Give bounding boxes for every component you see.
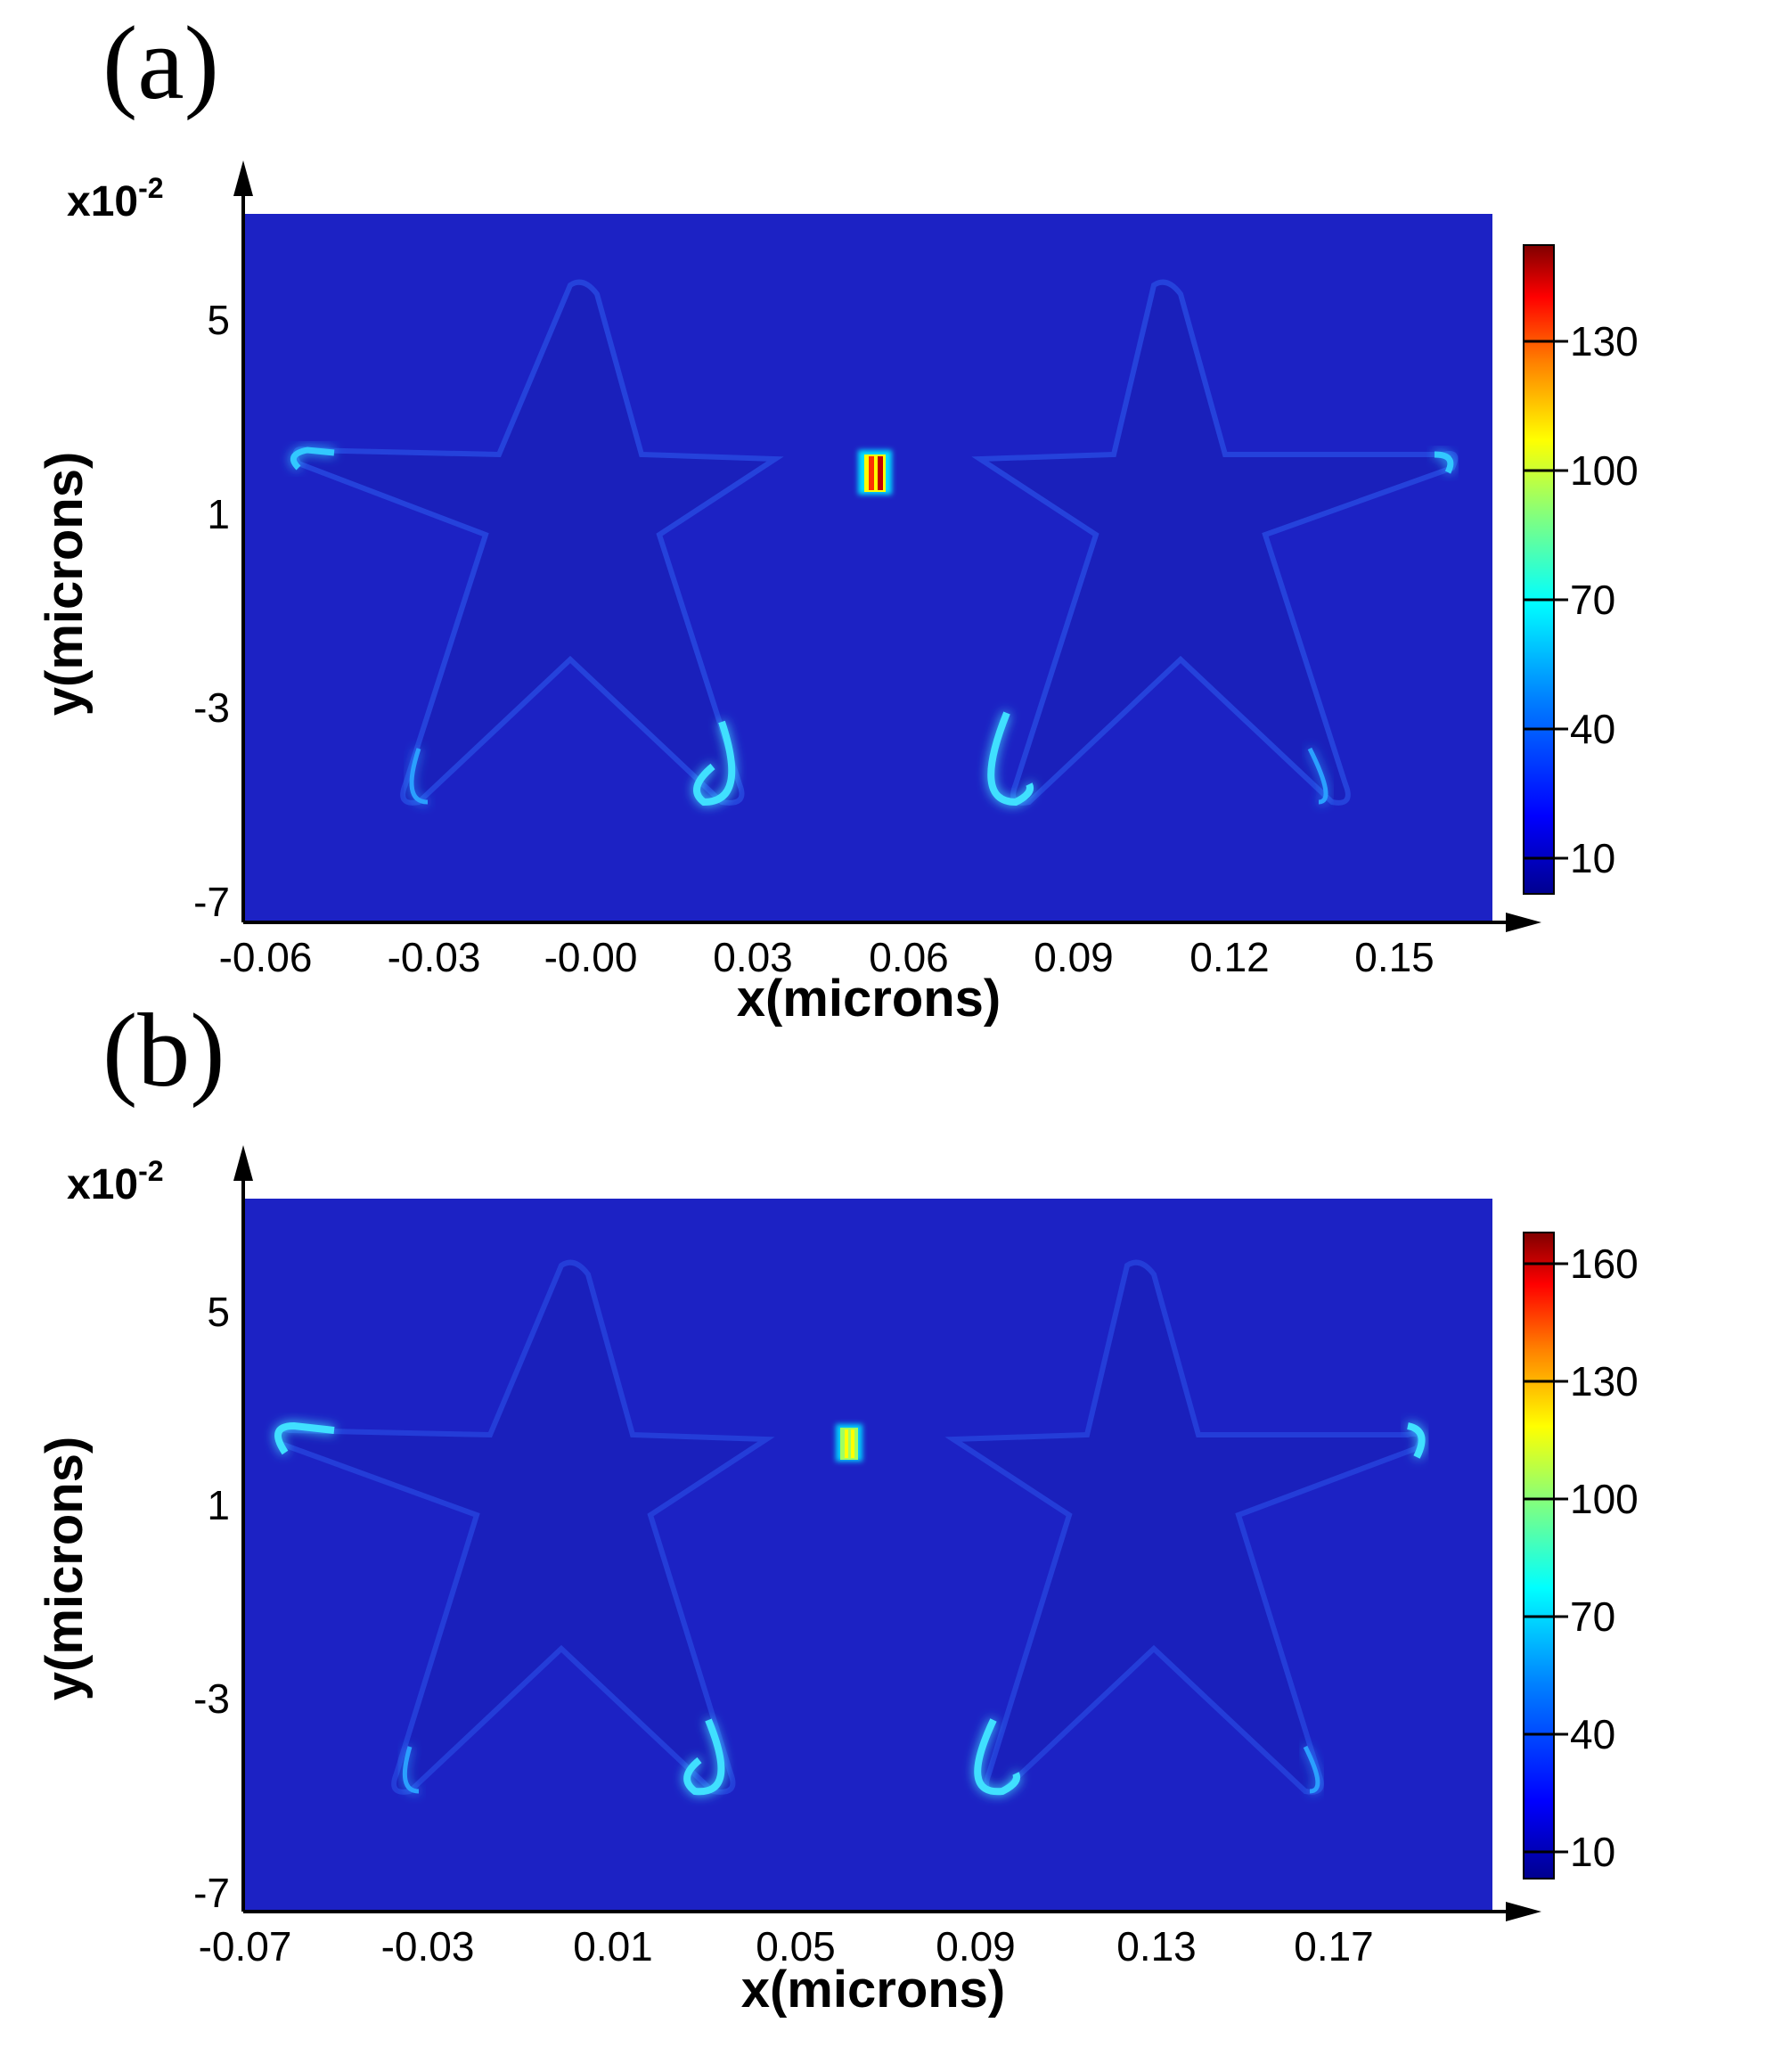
panel-a-label: (a) xyxy=(102,4,219,121)
panel-b-tip-left xyxy=(274,1421,335,1455)
panel-a-colorbar-tick-label: 70 xyxy=(1570,577,1615,623)
panel-a-x-tick-label: 0.06 xyxy=(869,934,949,980)
panel-b-y-tick-label: -3 xyxy=(193,1675,230,1722)
panel-a-colorbar-gradient xyxy=(1523,244,1555,895)
panel-b-hotspot-core-right xyxy=(851,1429,854,1458)
panel-b-field-background xyxy=(245,1199,1492,1910)
panel-a-tip-bottom-left xyxy=(409,748,429,805)
panel-a-y-tick-label: 5 xyxy=(207,297,230,343)
panel-b-x-tick-label: -0.07 xyxy=(199,1923,292,1970)
panel-a-x-tick-label: 0.15 xyxy=(1354,934,1435,980)
panel-a-colorbar: 130 100 70 40 10 xyxy=(1523,244,1639,895)
panel-b-colorbar-gradient xyxy=(1523,1232,1555,1880)
panel-b-hotspot-green xyxy=(840,1428,858,1460)
panel-a-y-ticks: 5 1 -3 -7 xyxy=(193,297,230,925)
panel-a-tip-left xyxy=(290,446,335,471)
panel-b-x-ticks: -0.07 -0.03 0.01 0.05 0.09 0.13 0.17 xyxy=(199,1923,1374,1970)
panel-a-tip-bottom-center-right xyxy=(987,711,1034,807)
panel-b-x-tick-label: 0.17 xyxy=(1294,1923,1374,1970)
panel-b-y-tick-label: 5 xyxy=(207,1289,230,1335)
panel-a-star-right xyxy=(971,279,1459,806)
panel-a-colorbar-tick-label: 40 xyxy=(1570,706,1615,752)
panel-b-x-tick-label: 0.01 xyxy=(573,1923,653,1970)
panel-b-colorbar-tick-label: 70 xyxy=(1570,1593,1615,1640)
panel-b-y-ticks: 5 1 -3 -7 xyxy=(193,1289,230,1916)
panel-a-x-tick-label: -0.06 xyxy=(219,934,313,980)
panel-b-y-axis-title: y(microns) xyxy=(36,1437,94,1701)
panel-b-colorbar-tick-label: 10 xyxy=(1570,1829,1615,1875)
panel-b-tip-right xyxy=(1406,1422,1426,1459)
panel-b-colorbar-tick-label: 100 xyxy=(1570,1476,1639,1522)
panel-b-x-tick-label: 0.05 xyxy=(756,1923,836,1970)
panel-a-x-tick-label: 0.09 xyxy=(1034,934,1114,980)
panel-a-x-ticks: -0.06 -0.03 -0.00 0.03 0.06 0.09 0.12 0.… xyxy=(219,934,1435,980)
panel-b-y-axis-arrow xyxy=(233,1145,253,1181)
panel-b-y-multiplier: x10-2 xyxy=(67,1155,164,1208)
panel-b-x-tick-label: 0.13 xyxy=(1116,1923,1197,1970)
panel-b-colorbar-tick-label: 40 xyxy=(1570,1711,1615,1757)
panel-b-plot-area xyxy=(245,1199,1492,1910)
panel-a-tip-bottom-center-left xyxy=(693,720,736,807)
panel-a-colorbar-tick-label: 100 xyxy=(1570,447,1639,494)
panel-a-x-axis-title: x(microns) xyxy=(737,970,1001,1028)
panel-a-x-tick-label: -0.03 xyxy=(388,934,481,980)
panel-a-y-axis-title: y(microns) xyxy=(36,452,94,717)
panel-b-colorbar-tick-label: 130 xyxy=(1570,1358,1639,1405)
panel-b-tip-bottom-right xyxy=(1303,1745,1320,1794)
panel-a-tip-bottom-right xyxy=(1307,747,1328,805)
panel-a-y-multiplier: x10-2 xyxy=(67,172,164,225)
panel-a-x-tick-label: -0.00 xyxy=(544,934,638,980)
panel-b-y-tick-label: 1 xyxy=(207,1482,230,1528)
panel-a-hotspot-core-left xyxy=(869,456,874,490)
panel-a-x-tick-label: 0.03 xyxy=(713,934,793,980)
panel-a: (a) x10-2 xyxy=(36,4,1639,1028)
panel-a-x-tick-label: 0.12 xyxy=(1189,934,1270,980)
panel-a-y-tick-label: 1 xyxy=(207,491,230,537)
panel-a-y-tick-label: -7 xyxy=(193,879,230,925)
panel-b-y-tick-label: -7 xyxy=(193,1870,230,1916)
panel-b-tip-bottom-center-right xyxy=(974,1718,1020,1796)
panel-b-tip-bottom-left xyxy=(402,1746,420,1794)
panel-a-field-background xyxy=(245,214,1492,921)
panel-b: (b) x10-2 5 1 -3 -7 -0.07 xyxy=(36,992,1639,2019)
panel-b-x-axis-arrow xyxy=(1506,1902,1541,1921)
panel-a-y-tick-label: -3 xyxy=(193,684,230,731)
panel-b-colorbar: 160 130 100 70 40 10 xyxy=(1523,1232,1639,1880)
panel-b-x-axis-title: x(microns) xyxy=(741,1961,1006,2019)
panel-a-colorbar-tick-label: 130 xyxy=(1570,318,1639,364)
panel-a-colorbar-tick-label: 10 xyxy=(1570,835,1615,881)
panel-b-label: (b) xyxy=(102,992,225,1109)
panel-b-x-tick-label: -0.03 xyxy=(381,1923,475,1970)
panel-a-x-axis-arrow xyxy=(1506,913,1541,932)
panel-a-tip-right xyxy=(1434,451,1454,474)
panel-b-x-tick-label: 0.09 xyxy=(936,1923,1016,1970)
panel-b-tip-bottom-center-left xyxy=(683,1718,725,1796)
panel-b-hotspot-core-left xyxy=(845,1429,848,1458)
panel-a-plot-area xyxy=(245,214,1492,921)
panel-a-hotspot-core-right xyxy=(878,456,883,490)
panel-b-colorbar-tick-label: 160 xyxy=(1570,1241,1639,1287)
panel-a-y-axis-arrow xyxy=(233,160,253,196)
